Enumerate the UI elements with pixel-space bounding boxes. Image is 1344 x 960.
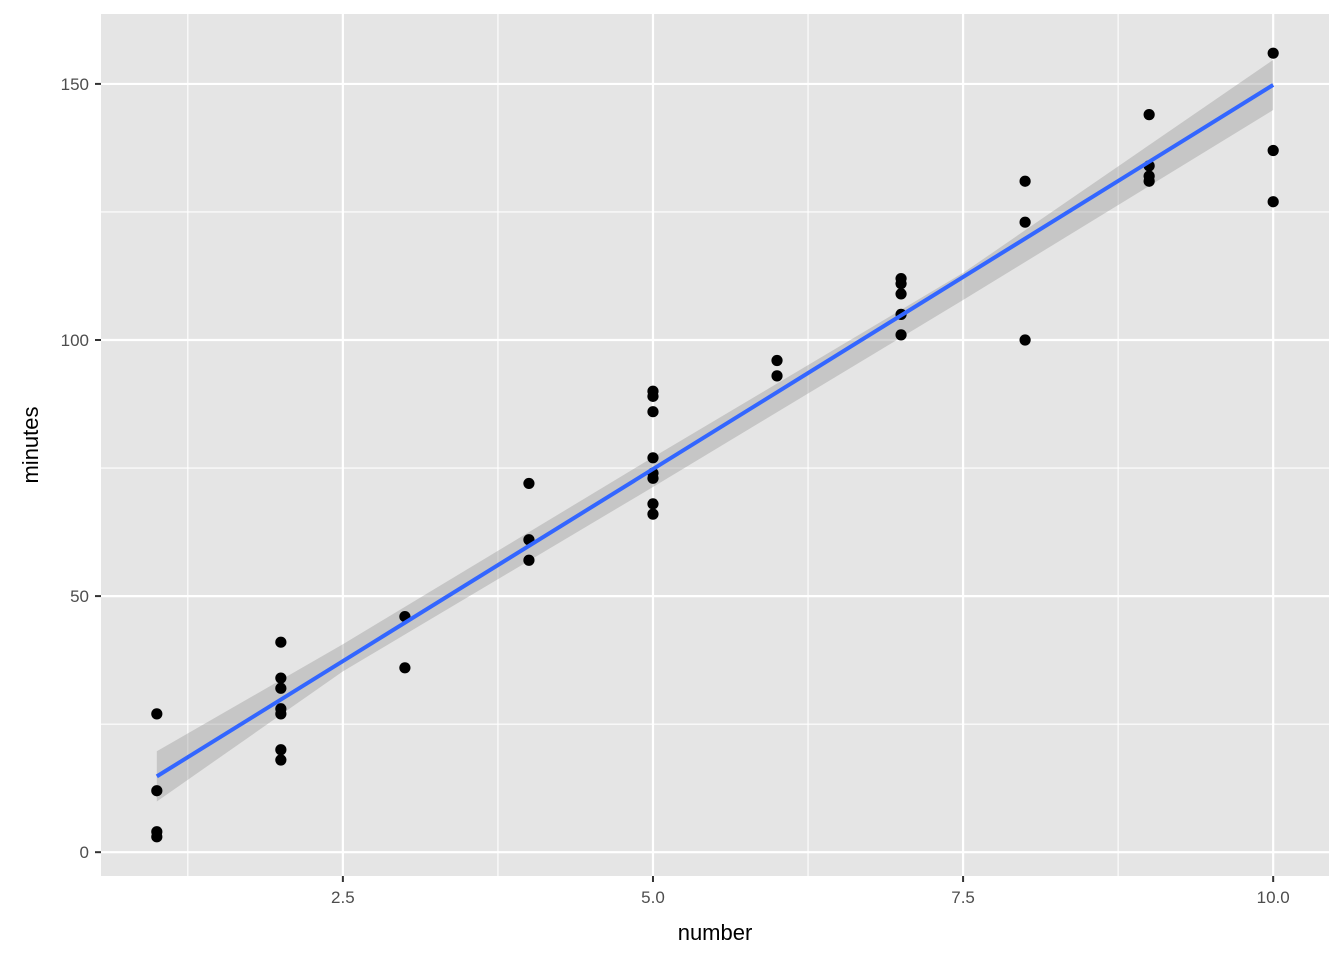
data-point (1267, 196, 1279, 208)
data-point (647, 390, 659, 402)
data-point (1143, 109, 1155, 121)
data-point (275, 754, 287, 766)
data-point (523, 477, 535, 490)
plot-panel (101, 14, 1329, 876)
data-point (1267, 47, 1279, 59)
data-point (647, 498, 659, 510)
regression-line (155, 83, 1275, 779)
x-axis-title: number (678, 920, 753, 945)
grid-lines (101, 14, 1329, 876)
y-tick-label: 150 (61, 75, 89, 94)
y-tick-label: 0 (80, 843, 89, 862)
data-point (275, 708, 287, 720)
data-point (399, 662, 411, 674)
data-point (771, 370, 783, 382)
data-point (895, 288, 907, 300)
y-tick-label: 100 (61, 331, 89, 350)
data-point (647, 452, 659, 464)
data-point (1267, 144, 1279, 157)
data-point (647, 406, 659, 418)
x-tick-label: 7.5 (951, 888, 975, 907)
data-points (151, 47, 1279, 843)
data-point (647, 508, 659, 520)
data-point (1019, 216, 1031, 228)
data-point (1019, 175, 1031, 187)
data-point (647, 472, 659, 484)
data-point (151, 831, 163, 843)
x-tick-label: 5.0 (641, 888, 665, 907)
data-point (895, 278, 907, 290)
data-point (151, 785, 163, 797)
data-point (1019, 334, 1031, 346)
data-point (275, 636, 287, 648)
data-point (1143, 175, 1155, 187)
data-point (771, 354, 783, 367)
x-tick-label: 10.0 (1257, 888, 1290, 907)
data-point (523, 554, 535, 566)
y-axis-title: minutes (18, 406, 43, 483)
x-tick-label: 2.5 (331, 888, 355, 907)
data-point (151, 708, 163, 720)
y-tick-label: 50 (70, 587, 89, 606)
data-point (275, 672, 287, 684)
data-point (275, 682, 287, 694)
data-point (275, 744, 287, 756)
data-point (895, 329, 907, 341)
axes: 2.5 5.0 7.5 10.0 0 50 100 150 (61, 75, 1290, 907)
